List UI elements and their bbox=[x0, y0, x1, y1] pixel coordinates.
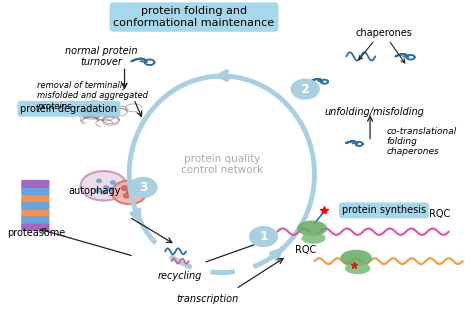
Ellipse shape bbox=[340, 250, 372, 266]
Text: protein quality
control network: protein quality control network bbox=[181, 154, 263, 175]
Circle shape bbox=[110, 181, 115, 184]
Text: 1: 1 bbox=[259, 230, 268, 243]
FancyBboxPatch shape bbox=[21, 223, 49, 231]
Circle shape bbox=[121, 186, 128, 190]
Ellipse shape bbox=[112, 181, 146, 204]
Circle shape bbox=[124, 193, 130, 198]
Circle shape bbox=[101, 191, 106, 194]
Ellipse shape bbox=[81, 171, 127, 201]
Text: autophagy: autophagy bbox=[68, 186, 120, 196]
Text: protein degradation: protein degradation bbox=[20, 104, 118, 114]
Text: protein synthesis: protein synthesis bbox=[342, 205, 426, 215]
FancyBboxPatch shape bbox=[21, 209, 49, 216]
Circle shape bbox=[104, 186, 109, 189]
Text: unfolding/misfolding: unfolding/misfolding bbox=[325, 107, 425, 117]
Circle shape bbox=[127, 190, 133, 195]
Ellipse shape bbox=[297, 220, 327, 236]
FancyBboxPatch shape bbox=[21, 216, 49, 224]
Text: protein folding and
conformational maintenance: protein folding and conformational maint… bbox=[113, 6, 274, 28]
Ellipse shape bbox=[345, 263, 370, 274]
Ellipse shape bbox=[301, 233, 326, 244]
FancyBboxPatch shape bbox=[21, 202, 49, 209]
Circle shape bbox=[129, 178, 157, 197]
Text: co-translational
folding
chaperones: co-translational folding chaperones bbox=[386, 127, 456, 157]
Text: recycling: recycling bbox=[158, 271, 202, 281]
Text: 3: 3 bbox=[139, 181, 147, 194]
Text: chaperones: chaperones bbox=[356, 28, 412, 38]
Circle shape bbox=[130, 185, 136, 190]
Text: normal protein
turnover: normal protein turnover bbox=[65, 46, 137, 67]
Text: proteasome: proteasome bbox=[8, 228, 66, 238]
Circle shape bbox=[250, 227, 277, 246]
Circle shape bbox=[97, 179, 101, 183]
FancyBboxPatch shape bbox=[21, 187, 49, 195]
FancyBboxPatch shape bbox=[21, 194, 49, 202]
Text: RQC: RQC bbox=[429, 209, 450, 219]
Text: 2: 2 bbox=[301, 83, 310, 96]
Text: transcription: transcription bbox=[177, 294, 239, 304]
Circle shape bbox=[94, 189, 99, 192]
Circle shape bbox=[292, 79, 319, 99]
Text: removal of terminally
misfolded and aggregated
proteins: removal of terminally misfolded and aggr… bbox=[36, 81, 147, 111]
FancyBboxPatch shape bbox=[21, 180, 49, 188]
Circle shape bbox=[109, 188, 113, 191]
Text: RQC: RQC bbox=[294, 245, 316, 255]
